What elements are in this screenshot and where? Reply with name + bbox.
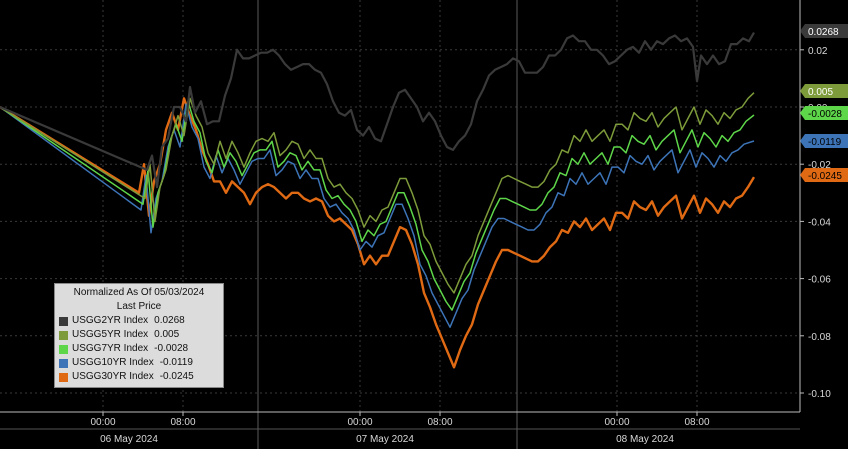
series-line xyxy=(0,100,755,311)
last-price-tag-label: -0.0119 xyxy=(808,137,842,148)
x-tick-label: 00:00 xyxy=(347,417,372,428)
legend-last-price: -0.0119 xyxy=(159,357,193,368)
legend-swatch xyxy=(59,330,68,340)
legend-swatch xyxy=(59,358,68,368)
y-tick-label: -0.06 xyxy=(808,275,831,286)
last-price-tag-label: 0.005 xyxy=(808,87,833,98)
last-price-tag xyxy=(800,24,848,38)
date-label: 06 May 2024 xyxy=(100,434,158,445)
series-line xyxy=(0,32,755,189)
y-tick-label: 0.02 xyxy=(808,46,828,57)
series-line xyxy=(0,97,756,369)
legend-series-name: USGG5YR Index xyxy=(72,329,149,340)
date-label: 08 May 2024 xyxy=(616,434,674,445)
legend-series-name: USGG2YR Index xyxy=(72,315,149,326)
last-price-tag xyxy=(800,84,848,98)
last-price-tags: 0.0268 0.005 -0.0028 -0.0119 -0.0245 xyxy=(800,24,848,182)
last-price-tag-label: 0.0268 xyxy=(808,27,839,38)
legend-item: USGG2YR Index 0.0268 xyxy=(59,314,219,328)
y-tick-label: -0.08 xyxy=(808,332,831,343)
legend-subtitle: Last Price xyxy=(116,301,162,312)
legend-last-price: 0.005 xyxy=(154,329,180,340)
series-line xyxy=(0,103,755,328)
legend-last-price: 0.0268 xyxy=(154,315,185,326)
x-tick-label: 08:00 xyxy=(170,417,195,428)
legend-item: USGG10YR Index -0.0119 xyxy=(59,356,219,370)
legend-series-name: USGG10YR Index xyxy=(72,357,154,368)
last-price-tag xyxy=(800,106,848,120)
x-tick-label: 08:00 xyxy=(427,417,452,428)
legend-swatch xyxy=(59,316,68,326)
last-price-tag xyxy=(800,168,848,182)
x-tick-label: 08:00 xyxy=(684,417,709,428)
series-lines xyxy=(0,32,756,369)
legend: Normalized As Of 05/03/2024 Last Price U… xyxy=(54,283,224,388)
x-tick-label: 00:00 xyxy=(90,417,115,428)
legend-swatch xyxy=(59,344,68,354)
x-tick-label: 00:00 xyxy=(604,417,629,428)
y-tick-label: -0.04 xyxy=(808,217,831,228)
legend-title: Normalized As Of 05/03/2024 xyxy=(73,287,205,298)
x-axis: 00:00 08:00 00:00 08:00 00:00 08:00 06 May 202… xyxy=(0,411,800,445)
last-price-tag-label: -0.0028 xyxy=(808,109,842,120)
legend-series-name: USGG7YR Index xyxy=(72,343,149,354)
date-label: 07 May 2024 xyxy=(356,434,414,445)
legend-item: USGG30YR Index -0.0245 xyxy=(59,370,219,384)
series-line xyxy=(0,92,755,294)
legend-last-price: -0.0028 xyxy=(154,343,189,354)
y-tick-label: -0.10 xyxy=(808,389,831,400)
legend-series-name: USGG30YR Index xyxy=(72,371,154,382)
legend-item: USGG7YR Index -0.0028 xyxy=(59,342,219,356)
legend-last-price: -0.0245 xyxy=(159,371,194,382)
legend-item: USGG5YR Index 0.005 xyxy=(59,328,219,342)
legend-swatch xyxy=(59,372,68,382)
y-tick-label: -0.02 xyxy=(808,160,831,171)
last-price-tag xyxy=(800,134,848,148)
last-price-tag-label: -0.0245 xyxy=(808,171,842,182)
